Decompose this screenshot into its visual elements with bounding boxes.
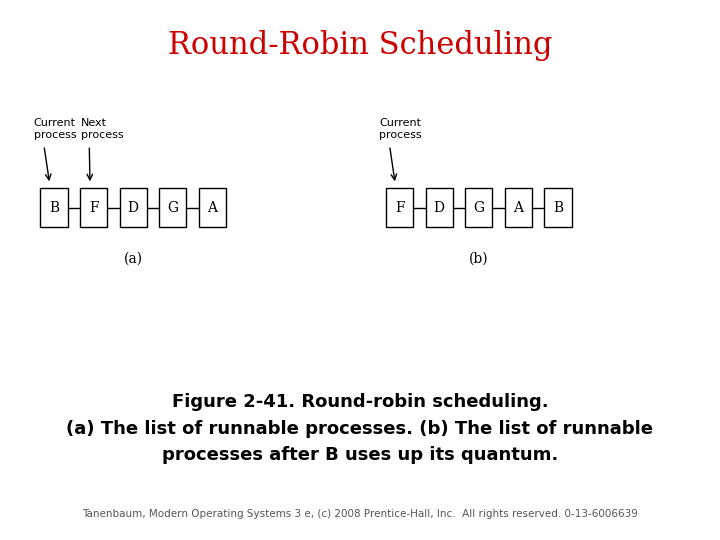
Text: B: B (49, 201, 59, 215)
FancyBboxPatch shape (40, 188, 68, 227)
FancyBboxPatch shape (159, 188, 186, 227)
Text: Round-Robin Scheduling: Round-Robin Scheduling (168, 30, 552, 62)
FancyBboxPatch shape (426, 188, 453, 227)
Text: F: F (395, 201, 405, 215)
FancyBboxPatch shape (199, 188, 226, 227)
Text: processes after B uses up its quantum.: processes after B uses up its quantum. (162, 446, 558, 464)
Text: A: A (207, 201, 217, 215)
Text: Next
process: Next process (81, 118, 123, 140)
Text: D: D (433, 201, 445, 215)
Text: (a) The list of runnable processes. (b) The list of runnable: (a) The list of runnable processes. (b) … (66, 420, 654, 438)
FancyBboxPatch shape (544, 188, 572, 227)
Text: G: G (167, 201, 179, 215)
FancyBboxPatch shape (386, 188, 413, 227)
FancyBboxPatch shape (120, 188, 147, 227)
Text: D: D (127, 201, 139, 215)
Text: G: G (473, 201, 485, 215)
Text: A: A (513, 201, 523, 215)
Text: Figure 2-41. Round-robin scheduling.: Figure 2-41. Round-robin scheduling. (171, 393, 549, 411)
Text: (a): (a) (124, 252, 143, 266)
Text: B: B (553, 201, 563, 215)
Text: F: F (89, 201, 99, 215)
Text: Tanenbaum, Modern Operating Systems 3 e, (c) 2008 Prentice-Hall, Inc.  All right: Tanenbaum, Modern Operating Systems 3 e,… (82, 509, 638, 519)
Text: (b): (b) (469, 252, 489, 266)
FancyBboxPatch shape (505, 188, 532, 227)
Text: Current
process: Current process (379, 118, 422, 140)
FancyBboxPatch shape (80, 188, 107, 227)
FancyBboxPatch shape (465, 188, 492, 227)
Text: Current
process: Current process (34, 118, 76, 140)
